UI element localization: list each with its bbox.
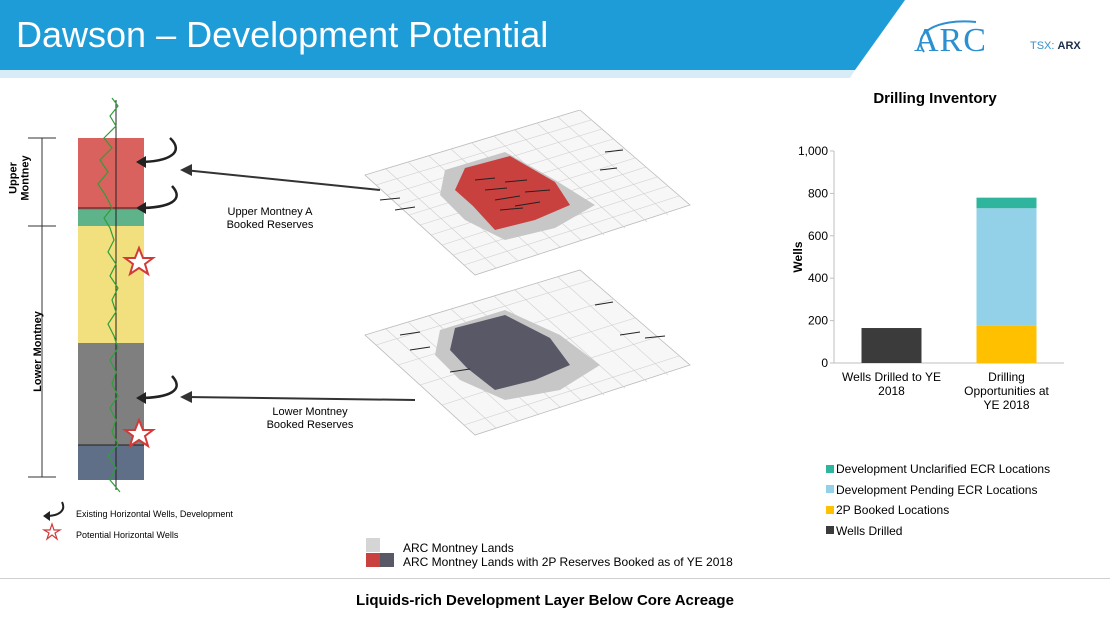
y-axis-title: Wells <box>791 241 805 272</box>
y-tick-label: 800 <box>808 186 828 200</box>
map-legend-lands: ARC Montney Lands <box>403 541 514 555</box>
upper-montney-zone <box>78 138 144 210</box>
legend-label: 2P Booked Locations <box>836 503 950 517</box>
callout-upper: Upper Montney A Booked Reserves <box>226 206 314 231</box>
potential-well-star <box>122 417 156 449</box>
ticker: TSX: ARX <box>1030 40 1081 52</box>
ticker-prefix: TSX: <box>1030 40 1058 52</box>
gamma-log-trace <box>97 97 121 493</box>
y-tick-label: 0 <box>821 356 828 370</box>
footer-divider <box>0 578 1110 579</box>
bar-segment <box>861 328 922 363</box>
x-tick-label: YE 2018 <box>983 398 1029 412</box>
legend-swatch <box>826 505 834 514</box>
legend-potential-wells: Potential Horizontal Wells <box>76 530 179 540</box>
legend-swatch <box>826 526 834 535</box>
transition-zone <box>78 210 144 226</box>
reserves-map-stack <box>364 110 691 436</box>
footer-caption: Liquids-rich Development Layer Below Cor… <box>356 592 734 609</box>
y-tick-label: 1,000 <box>798 144 828 158</box>
callout-arrows <box>180 164 416 403</box>
header-banner <box>0 0 905 78</box>
map-legend-swatches <box>366 538 394 567</box>
lower-montney-yellow-zone <box>78 226 144 343</box>
well-log-column <box>28 97 178 493</box>
x-tick-label: 2018 <box>878 384 905 398</box>
legend-icons <box>41 501 65 541</box>
base-zone <box>78 445 144 480</box>
x-tick-label: Drilling <box>988 370 1025 384</box>
lower-montney-label: Lower Montney <box>31 311 44 392</box>
y-tick-label: 400 <box>808 271 828 285</box>
legend-swatch <box>826 464 834 473</box>
y-tick-label: 600 <box>808 229 828 243</box>
potential-well-star <box>122 245 156 277</box>
drilling-inventory-chart: 0 200 400 600 800 1,000 Wells Wells Drilled to … <box>791 144 1064 412</box>
callout-lower: Lower Montney Booked Reserves <box>266 406 354 431</box>
legend-label: Development Pending ECR Locations <box>836 482 1038 497</box>
legend-label: Development Unclarified ECR Locations <box>836 462 1051 476</box>
legend-label: Wells Drilled <box>836 523 903 538</box>
legend-existing-wells: Existing Horizontal Wells, Development <box>76 509 233 519</box>
bar-segment <box>976 325 1037 363</box>
ticker-symbol: ARX <box>1057 40 1081 52</box>
x-tick-label: Opportunities at <box>964 384 1049 398</box>
bar-segment <box>976 208 1037 326</box>
legend-swatch <box>826 485 834 494</box>
chart-title: Drilling Inventory <box>873 90 997 107</box>
page-title: Dawson – Development Potential <box>16 14 549 55</box>
y-tick-label: 200 <box>808 314 828 328</box>
legend-item: Development Unclarified ECR Locations <box>826 462 1050 476</box>
map-legend-booked: ARC Montney Lands with 2P Reserves Booke… <box>403 555 733 569</box>
legend-star-icon <box>41 522 63 541</box>
logo-swoosh-icon <box>919 20 977 53</box>
upper-montney-label: Upper Montney <box>7 155 32 201</box>
arc-logo: ARC <box>914 22 987 59</box>
bar-segment <box>976 197 1037 209</box>
legend-item: Wells Drilled <box>826 524 902 538</box>
x-tick-label: Wells Drilled to YE <box>842 370 941 384</box>
legend-item: 2P Booked Locations <box>826 503 949 517</box>
lower-montney-gray-zone <box>78 343 144 445</box>
legend-item: Development Pending ECR Locations <box>826 483 1037 497</box>
